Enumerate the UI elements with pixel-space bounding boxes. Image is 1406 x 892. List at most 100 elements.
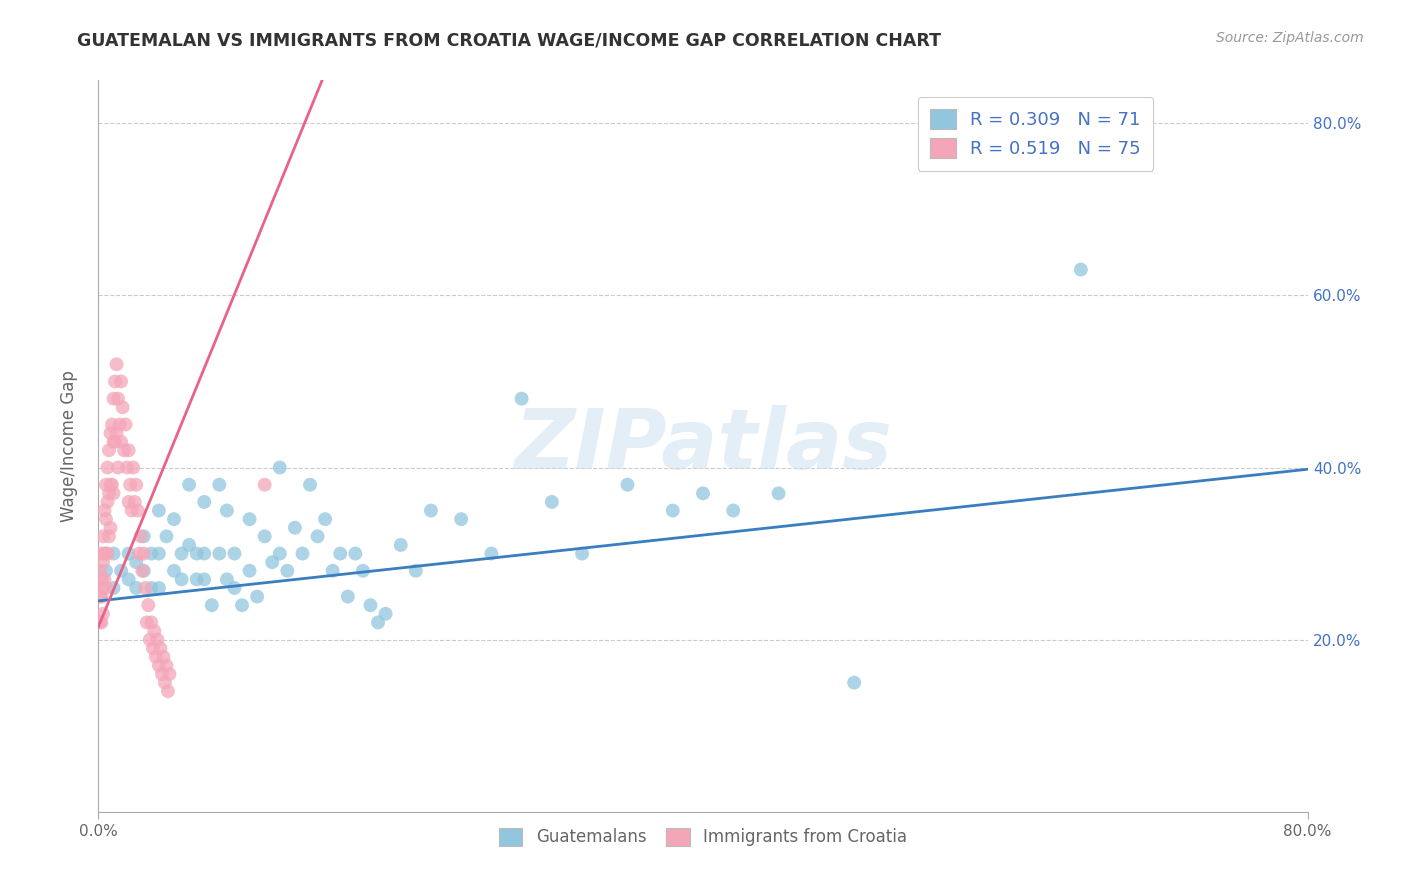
- Point: [103, 547, 125, 561]
- Point: [389, 538, 412, 552]
- Point: [114, 417, 136, 432]
- Point: [360, 598, 382, 612]
- Point: [152, 649, 174, 664]
- Point: [284, 521, 307, 535]
- Point: [111, 401, 134, 415]
- Point: [96, 547, 118, 561]
- Point: [142, 641, 165, 656]
- Point: [661, 503, 683, 517]
- Point: [105, 357, 128, 371]
- Point: [100, 521, 122, 535]
- Point: [94, 477, 117, 491]
- Point: [94, 547, 117, 561]
- Point: [239, 512, 262, 526]
- Legend: Guatemalans, Immigrants from Croatia: Guatemalans, Immigrants from Croatia: [491, 819, 915, 855]
- Point: [89, 615, 111, 630]
- Point: [131, 564, 153, 578]
- Point: [98, 529, 121, 543]
- Point: [170, 573, 193, 587]
- Point: [135, 615, 157, 630]
- Point: [141, 547, 163, 561]
- Point: [128, 547, 150, 561]
- Point: [481, 547, 503, 561]
- Text: Source: ZipAtlas.com: Source: ZipAtlas.com: [1216, 31, 1364, 45]
- Point: [103, 581, 125, 595]
- Point: [450, 512, 472, 526]
- Point: [153, 675, 176, 690]
- Point: [692, 486, 714, 500]
- Point: [215, 503, 238, 517]
- Point: [148, 581, 170, 595]
- Point: [163, 512, 186, 526]
- Point: [127, 503, 149, 517]
- Point: [104, 375, 127, 389]
- Point: [94, 512, 117, 526]
- Point: [120, 477, 142, 491]
- Point: [93, 573, 115, 587]
- Point: [571, 547, 593, 561]
- Point: [103, 486, 125, 500]
- Point: [307, 529, 329, 543]
- Point: [91, 555, 114, 569]
- Point: [101, 477, 124, 491]
- Point: [125, 581, 148, 595]
- Point: [89, 564, 111, 578]
- Point: [170, 547, 193, 561]
- Point: [768, 486, 790, 500]
- Point: [93, 503, 115, 517]
- Point: [159, 667, 181, 681]
- Point: [253, 529, 276, 543]
- Point: [132, 529, 155, 543]
- Point: [150, 667, 173, 681]
- Point: [118, 495, 141, 509]
- Point: [105, 426, 128, 441]
- Point: [193, 547, 215, 561]
- Text: ZIPatlas: ZIPatlas: [515, 406, 891, 486]
- Point: [139, 632, 162, 647]
- Point: [91, 607, 114, 621]
- Text: GUATEMALAN VS IMMIGRANTS FROM CROATIA WAGE/INCOME GAP CORRELATION CHART: GUATEMALAN VS IMMIGRANTS FROM CROATIA WA…: [77, 31, 942, 49]
- Point: [149, 641, 172, 656]
- Point: [89, 590, 111, 604]
- Point: [291, 547, 314, 561]
- Point: [186, 547, 208, 561]
- Point: [98, 443, 121, 458]
- Point: [1070, 262, 1092, 277]
- Point: [110, 375, 132, 389]
- Point: [96, 460, 118, 475]
- Point: [107, 392, 129, 406]
- Point: [115, 460, 138, 475]
- Point: [96, 495, 118, 509]
- Point: [141, 581, 163, 595]
- Point: [93, 547, 115, 561]
- Point: [132, 547, 155, 561]
- Point: [110, 564, 132, 578]
- Point: [329, 547, 352, 561]
- Point: [246, 590, 269, 604]
- Point: [90, 590, 112, 604]
- Point: [141, 615, 163, 630]
- Point: [208, 547, 231, 561]
- Point: [201, 598, 224, 612]
- Point: [336, 590, 359, 604]
- Point: [101, 417, 124, 432]
- Point: [262, 555, 284, 569]
- Point: [156, 684, 179, 698]
- Point: [148, 658, 170, 673]
- Point: [91, 581, 114, 595]
- Point: [103, 434, 125, 449]
- Point: [98, 486, 121, 500]
- Point: [420, 503, 443, 517]
- Point: [208, 477, 231, 491]
- Point: [405, 564, 427, 578]
- Point: [344, 547, 367, 561]
- Point: [129, 529, 152, 543]
- Point: [90, 547, 112, 561]
- Point: [179, 477, 201, 491]
- Point: [118, 443, 141, 458]
- Point: [125, 477, 148, 491]
- Point: [269, 547, 291, 561]
- Point: [163, 564, 186, 578]
- Point: [352, 564, 374, 578]
- Point: [193, 573, 215, 587]
